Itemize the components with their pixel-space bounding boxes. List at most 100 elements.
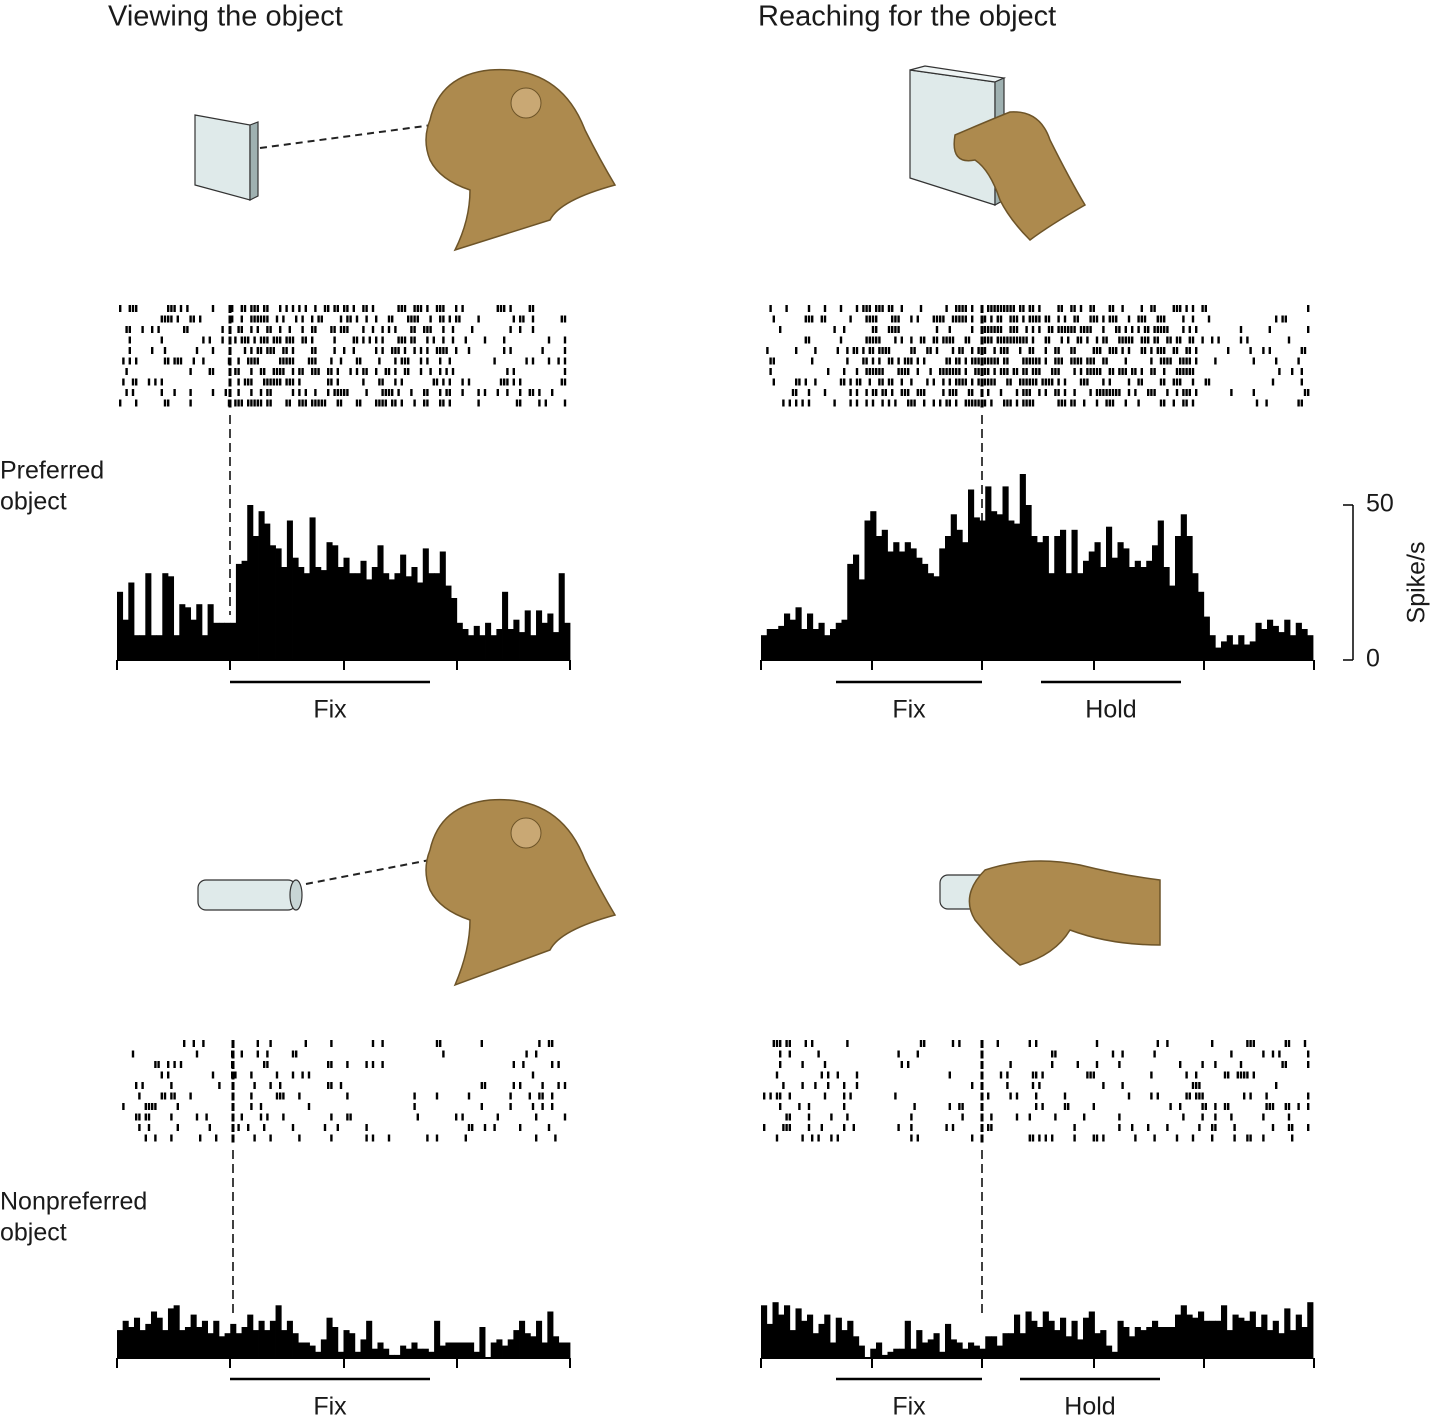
raster-spike (442, 399, 445, 407)
raster-spike (987, 357, 990, 365)
raster-spike (167, 305, 170, 312)
raster-spike (343, 326, 346, 333)
raster-spike (807, 389, 811, 396)
raster-spike (189, 315, 192, 323)
raster-spike (291, 368, 295, 375)
raster-spike (958, 305, 961, 312)
raster-spike (964, 357, 967, 365)
raster-spike (266, 1061, 269, 1068)
histogram-bar (269, 545, 276, 660)
raster-spike (1147, 1124, 1150, 1131)
raster-spike (435, 378, 439, 386)
histogram-bar (876, 1342, 883, 1358)
raster-spike (1150, 347, 1153, 354)
raster-spike (1073, 1134, 1076, 1142)
raster-spike (811, 357, 814, 365)
raster-spike (964, 368, 967, 375)
raster-spike (160, 315, 163, 323)
raster-spike (1303, 347, 1307, 354)
raster-spike (439, 1040, 442, 1047)
raster-spike (1166, 357, 1169, 365)
raster-spike (987, 326, 990, 333)
raster-spike (269, 1082, 272, 1089)
raster-spike (1095, 389, 1099, 396)
histogram-bar (213, 1320, 220, 1358)
raster-spike (916, 1134, 919, 1142)
raster-spike (1028, 1113, 1031, 1121)
raster-spike (788, 1040, 791, 1047)
histogram-bar (411, 1342, 418, 1358)
raster-spike (1089, 368, 1092, 375)
histogram-bar (309, 1345, 316, 1358)
raster-spike (282, 1092, 285, 1100)
raster-spike (327, 305, 330, 312)
histogram-bar (1272, 625, 1279, 660)
histogram-bar (1290, 635, 1297, 660)
raster-spike (563, 315, 567, 323)
histogram-bar (1232, 1314, 1239, 1358)
raster-spike (910, 378, 913, 386)
raster-spike (823, 389, 827, 396)
raster-spike (916, 315, 919, 323)
raster-spike (256, 305, 259, 312)
raster-spike (1028, 1040, 1031, 1047)
raster-spike (410, 326, 413, 333)
raster-spike (1092, 1103, 1095, 1110)
raster-spike (1099, 347, 1102, 354)
raster-spike (788, 1113, 791, 1121)
raster-spike (173, 1061, 176, 1068)
raster-spike (480, 1082, 483, 1089)
raster-spike (413, 399, 416, 407)
histogram-bar (196, 604, 203, 660)
raster-spike (1009, 305, 1012, 312)
raster-spike (1006, 1082, 1009, 1089)
raster-spike (1239, 1071, 1243, 1079)
raster-spike (1063, 399, 1067, 407)
raster-spike (980, 399, 984, 408)
histogram-bar (858, 1345, 865, 1358)
raster-spike (314, 368, 317, 375)
raster (766, 305, 1310, 408)
raster-spike (1041, 378, 1044, 386)
histogram-bar (428, 1351, 435, 1358)
raster-spike (900, 336, 903, 344)
raster-spike (1179, 1103, 1182, 1110)
raster-spike (935, 347, 939, 354)
raster-spike (195, 1050, 199, 1058)
raster-spike (320, 315, 323, 323)
raster-spike (413, 305, 416, 312)
raster-spike (1291, 368, 1294, 375)
raster-spike (311, 347, 314, 354)
raster-spike (1182, 389, 1185, 396)
raster-spike (999, 347, 1003, 354)
raster-spike (1153, 1050, 1156, 1058)
raster-spike (240, 1050, 243, 1058)
raster-spike (231, 1071, 235, 1080)
raster-spike (868, 368, 871, 375)
raster-spike (945, 305, 948, 312)
raster-spike (878, 357, 881, 365)
raster-spike (1166, 389, 1169, 396)
raster-spike (1089, 357, 1092, 365)
raster-spike (942, 378, 945, 386)
raster-spike (855, 389, 859, 396)
raster-spike (1175, 1134, 1179, 1142)
histogram-bar (812, 629, 819, 660)
histogram-bar (309, 517, 316, 660)
raster-spike (291, 357, 295, 365)
raster-spike (1127, 336, 1131, 344)
raster-spike (1115, 347, 1118, 354)
raster-spike (167, 399, 170, 407)
raster-spike (875, 305, 878, 312)
histogram-bar (1019, 1333, 1026, 1358)
raster-spike (836, 347, 839, 354)
histogram-bar (1065, 573, 1072, 660)
raster-spike (1137, 326, 1140, 333)
raster-spike (512, 1082, 515, 1089)
raster-spike (403, 305, 407, 312)
histogram-bar (1065, 1336, 1072, 1358)
raster-spike (330, 1040, 333, 1047)
raster-spike (301, 336, 304, 344)
histogram-bar (383, 573, 390, 660)
